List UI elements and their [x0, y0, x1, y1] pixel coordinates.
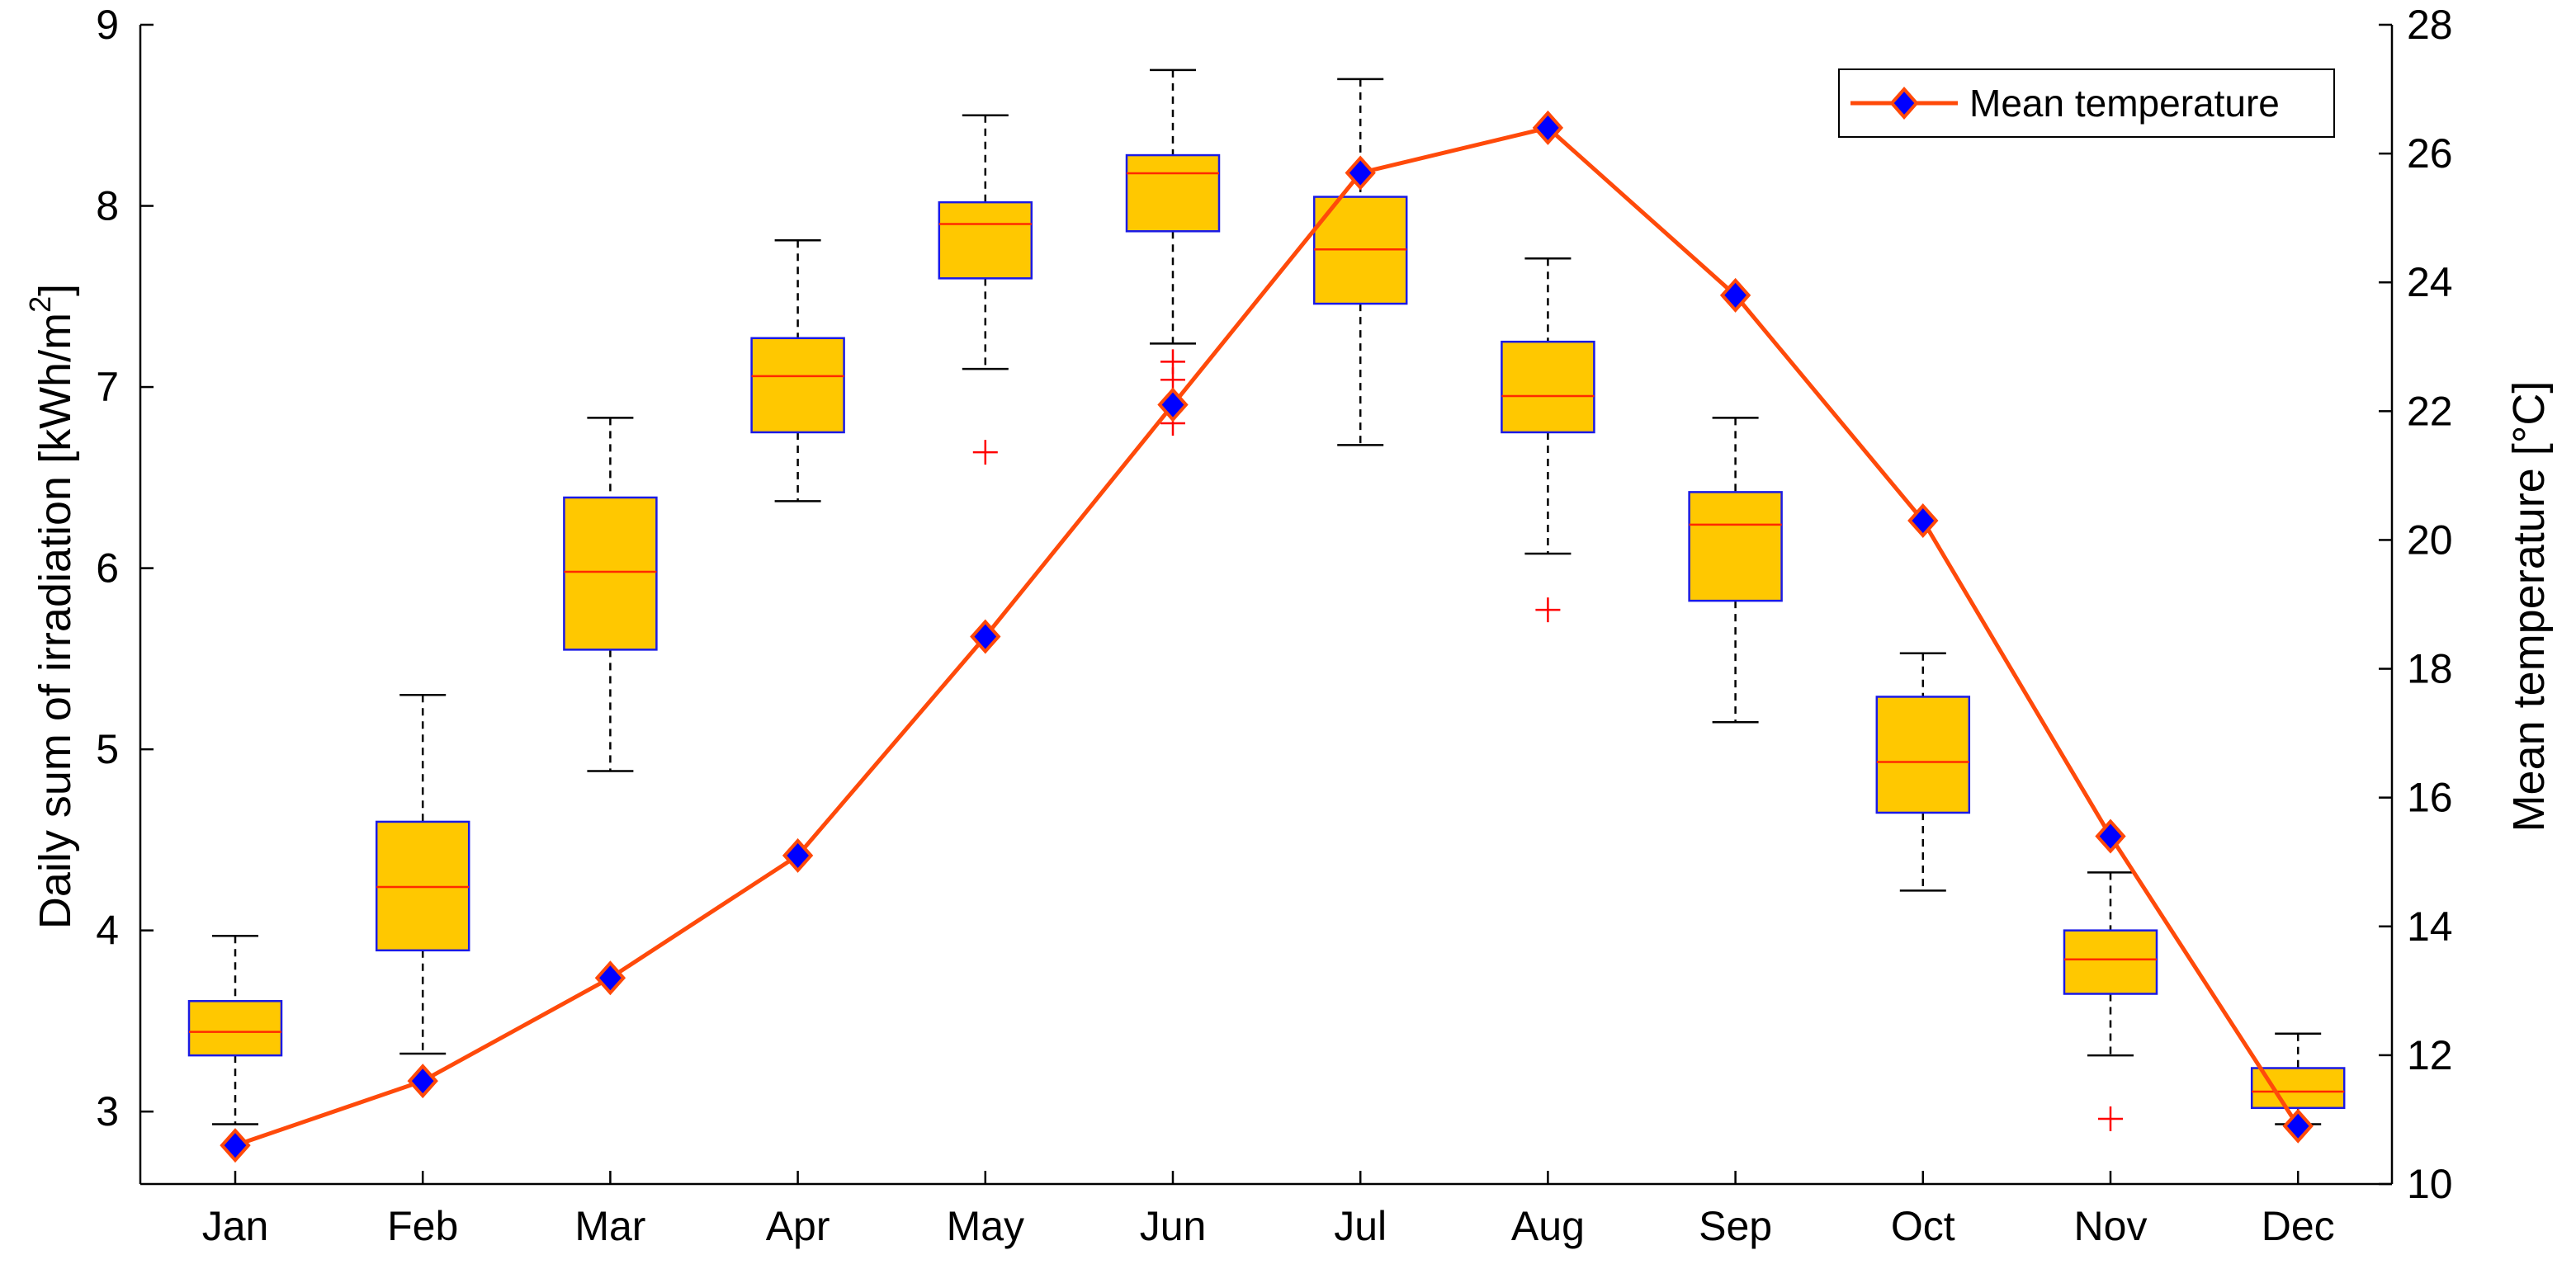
right-tick-label: 24 [2407, 259, 2453, 305]
right-tick-label: 20 [2407, 517, 2453, 563]
x-tick-label-aug: Aug [1511, 1203, 1585, 1249]
box-iqr [563, 496, 658, 651]
x-tick-label-feb: Feb [387, 1203, 458, 1249]
temperature-marker-jun [1157, 387, 1189, 422]
temperature-line-layer [220, 110, 2314, 1163]
x-tick-label-jun: Jun [1140, 1203, 1207, 1249]
box-jun [1125, 68, 1221, 436]
box-iqr [2063, 929, 2158, 995]
right-tick-label: 14 [2407, 903, 2453, 950]
box-iqr [1125, 153, 1221, 233]
right-tick-label: 26 [2407, 130, 2453, 177]
plot-background [140, 25, 2392, 1184]
box-aug [1501, 257, 1595, 623]
box-iqr [187, 1000, 283, 1057]
box-apr [750, 238, 845, 502]
temperature-marker-feb [407, 1064, 438, 1099]
temperature-marker-jan [220, 1128, 251, 1163]
x-tick-label-oct: Oct [1891, 1203, 1955, 1249]
outlier-marker [2098, 1106, 2123, 1131]
temperature-marker-nov [2095, 818, 2126, 854]
legend: Mean temperature [1838, 68, 2335, 138]
left-axis-title: Daily sum of irradiation [kWh/m2] [23, 284, 80, 929]
right-tick-label: 16 [2407, 775, 2453, 821]
axes-layer: 3 4 5 6 7 8 9 10 12 14 16 18 20 22 24 26 28 Jan Feb Mar Apr M… [96, 2, 2452, 1249]
left-tick-label: 3 [96, 1088, 119, 1135]
temperature-marker-oct [1907, 503, 1939, 539]
temperature-marker-sep [1719, 277, 1751, 313]
left-tick-label: 5 [96, 726, 119, 772]
temperature-marker-jul [1345, 155, 1376, 191]
box-iqr [938, 200, 1033, 280]
right-tick-label: 22 [2407, 388, 2453, 434]
temperature-marker-mar [594, 960, 626, 996]
right-tick-label: 10 [2407, 1161, 2453, 1207]
right-tick-label: 18 [2407, 646, 2453, 692]
legend-label: Mean temperature [1969, 82, 2280, 125]
left-tick-label: 6 [96, 545, 119, 592]
left-tick-label: 9 [96, 2, 119, 48]
legend-marker-sample [1889, 86, 1919, 120]
box-iqr [750, 337, 845, 434]
box-feb [375, 694, 470, 1055]
box-may [938, 114, 1033, 465]
temperature-marker-aug [1532, 110, 1564, 145]
right-tick-label: 12 [2407, 1032, 2453, 1078]
x-tick-label-mar: Mar [574, 1203, 645, 1249]
left-axis-title-sup: 2 [23, 296, 57, 313]
box-sep [1688, 417, 1783, 724]
right-tick-label: 28 [2407, 2, 2453, 48]
temperature-marker-dec [2282, 1108, 2314, 1144]
x-tick-label-may: May [947, 1203, 1024, 1249]
outlier-marker [972, 440, 998, 465]
box-nov [2063, 871, 2158, 1131]
plot-area [140, 25, 2392, 1184]
left-axis-title-end: ] [31, 284, 80, 296]
x-tick-label-dec: Dec [2262, 1203, 2335, 1249]
left-axis-title-text: Daily sum of irradiation [kWh/m [31, 313, 80, 929]
temperature-marker-apr [782, 837, 814, 873]
temperature-marker-may [970, 619, 1001, 654]
box-iqr [1875, 696, 1971, 814]
x-tick-label-jan: Jan [202, 1203, 269, 1249]
left-tick-label: 7 [96, 364, 119, 410]
x-tick-label-sep: Sep [1699, 1203, 1772, 1249]
temperature-line [234, 125, 2300, 1148]
box-jul [1312, 78, 1408, 446]
left-tick-label: 4 [96, 908, 119, 954]
box-oct [1875, 652, 1971, 892]
box-mar [563, 417, 658, 772]
left-tick-label: 8 [96, 183, 119, 229]
right-axis-title: Mean temperature [°C] [2504, 381, 2554, 833]
boxplot-layer [187, 68, 2346, 1131]
outlier-marker [1535, 597, 1561, 623]
x-tick-label-nov: Nov [2074, 1203, 2148, 1249]
box-jan [187, 934, 283, 1125]
box-iqr [1688, 491, 1783, 602]
x-tick-label-jul: Jul [1334, 1203, 1387, 1249]
x-tick-label-apr: Apr [766, 1203, 830, 1249]
box-iqr [1501, 340, 1595, 434]
